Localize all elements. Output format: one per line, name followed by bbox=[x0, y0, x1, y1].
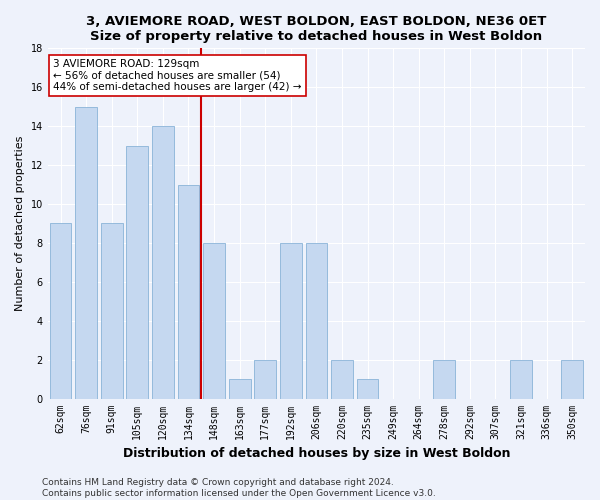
Title: 3, AVIEMORE ROAD, WEST BOLDON, EAST BOLDON, NE36 0ET
Size of property relative t: 3, AVIEMORE ROAD, WEST BOLDON, EAST BOLD… bbox=[86, 15, 547, 43]
X-axis label: Distribution of detached houses by size in West Boldon: Distribution of detached houses by size … bbox=[122, 447, 510, 460]
Bar bbox=[280, 243, 302, 398]
Bar bbox=[254, 360, 276, 399]
Bar bbox=[433, 360, 455, 399]
Bar bbox=[203, 243, 225, 398]
Bar bbox=[562, 360, 583, 399]
Text: 3 AVIEMORE ROAD: 129sqm
← 56% of detached houses are smaller (54)
44% of semi-de: 3 AVIEMORE ROAD: 129sqm ← 56% of detache… bbox=[53, 59, 302, 92]
Bar bbox=[75, 106, 97, 399]
Text: Contains HM Land Registry data © Crown copyright and database right 2024.
Contai: Contains HM Land Registry data © Crown c… bbox=[42, 478, 436, 498]
Bar bbox=[305, 243, 327, 398]
Bar bbox=[356, 379, 379, 398]
Bar bbox=[127, 146, 148, 398]
Y-axis label: Number of detached properties: Number of detached properties bbox=[15, 136, 25, 311]
Bar bbox=[510, 360, 532, 399]
Bar bbox=[331, 360, 353, 399]
Bar bbox=[152, 126, 174, 398]
Bar bbox=[101, 224, 122, 398]
Bar bbox=[178, 184, 199, 398]
Bar bbox=[50, 224, 71, 398]
Bar bbox=[229, 379, 251, 398]
